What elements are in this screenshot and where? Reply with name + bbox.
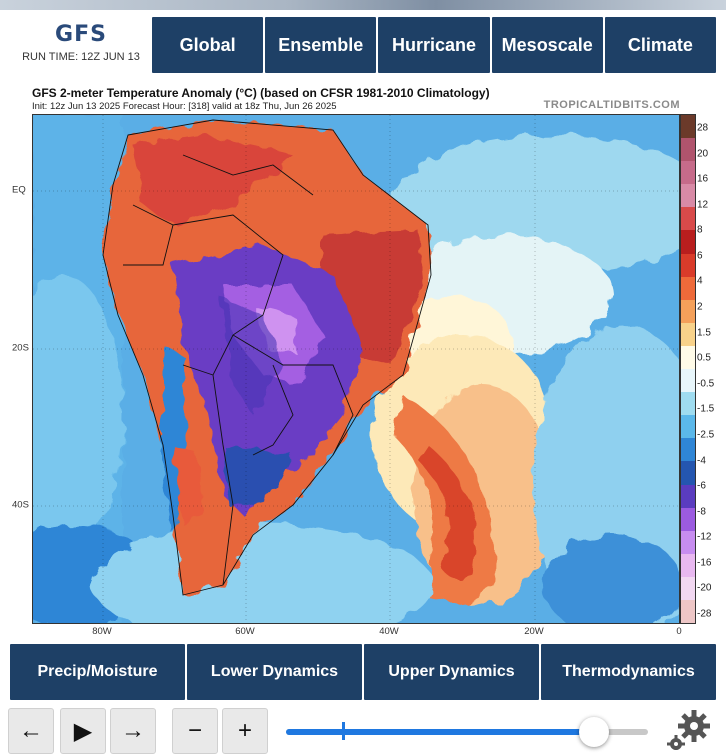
play-button[interactable]: ▶ [60,708,106,754]
colorbar-label: 12 [697,199,709,211]
nav-mesoscale[interactable]: Mesoscale [491,17,603,73]
colorbar-swatch [681,115,695,139]
temperature-anomaly-map[interactable] [32,114,680,624]
colorbar-label: 4 [697,275,703,287]
colorbar-label: -12 [697,531,712,543]
lon-label-20w: 20W [524,626,544,637]
colorbar-swatch [681,576,695,600]
colorbar-label: -1.5 [697,403,715,415]
colorbar-label: 20 [697,148,709,160]
timeline-slider-thumb[interactable] [578,717,609,747]
colorbar-swatch [681,484,695,508]
colorbar-label: -20 [697,582,712,594]
timeline-init-marker [342,722,345,740]
colorbar-swatch [681,161,695,185]
next-frame-button[interactable]: → [110,708,156,754]
colorbar-swatch [681,392,695,416]
colorbar-label: -8 [697,506,706,518]
nav-global[interactable]: Global [152,17,264,73]
map-title: GFS 2-meter Temperature Anomaly (°C) (ba… [32,86,490,100]
lat-label-eq: EQ [12,184,26,196]
lon-label-40w: 40W [379,626,399,637]
colorbar-swatch [681,461,695,485]
colorbar [680,114,696,624]
gfs-logo[interactable]: GFS RUN TIME: 12Z JUN 13 [18,22,144,63]
colorbar-swatch [681,322,695,346]
colorbar-label: 2 [697,301,703,313]
lon-label-0: 0 [676,626,682,637]
lon-label-60w: 60W [235,626,255,637]
playback-controls: ← ▶ → − + [0,704,726,754]
lat-label-40s: 40S [12,499,29,511]
arrow-left-icon: ← [19,717,43,744]
nav-thermodynamics[interactable]: Thermodynamics [541,644,716,700]
nav-upper-dynamics[interactable]: Upper Dynamics [364,644,539,700]
colorbar-swatch [681,253,695,277]
colorbar-label: -2.5 [697,429,715,441]
nav-hurricane[interactable]: Hurricane [378,17,490,73]
colorbar-labels: 28 20 16 12 8 6 4 2 1.5 0.5 -0.5 -1.5 -2.5 -4 -6 -8 -12 -… [697,114,725,622]
nav-lower-dynamics[interactable]: Lower Dynamics [187,644,362,700]
minus-icon: − [187,717,202,744]
colorbar-swatch [681,438,695,462]
top-banner-strip [0,0,726,10]
lat-label-20s: 20S [12,342,29,354]
zoom-in-button[interactable]: + [222,708,268,754]
plus-icon: + [237,717,252,744]
colorbar-label: -16 [697,557,712,569]
nav-precip-moisture[interactable]: Precip/Moisture [10,644,185,700]
colorbar-swatch [681,345,695,370]
colorbar-swatch [681,207,695,231]
colorbar-swatch [681,553,695,577]
colorbar-swatch [681,507,695,531]
prev-frame-button[interactable]: ← [8,708,54,754]
colorbar-swatch [681,276,695,300]
colorbar-label: 0.5 [697,352,711,364]
gear-icon[interactable] [664,706,714,750]
colorbar-swatch [681,299,695,323]
colorbar-label: 6 [697,250,703,262]
play-icon: ▶ [73,717,93,745]
top-nav: Global Ensemble Hurricane Mesoscale Clim… [152,17,717,73]
zoom-out-button[interactable]: − [172,708,218,754]
colorbar-swatch [681,530,695,554]
colorbar-swatch [681,230,695,254]
colorbar-swatch [681,369,695,393]
colorbar-swatch [681,415,695,439]
nav-climate[interactable]: Climate [604,17,717,73]
run-time: RUN TIME: 12Z JUN 13 [22,51,140,63]
colorbar-label: -6 [697,480,706,492]
arrow-right-icon: → [121,717,145,744]
site-watermark: TROPICALTIDBITS.COM [543,99,680,111]
colorbar-label: 16 [697,173,709,185]
colorbar-label: 28 [697,122,709,134]
colorbar-label: -0.5 [697,378,715,390]
map-graphic [33,115,679,623]
colorbar-swatch [681,138,695,162]
colorbar-swatch [681,184,695,208]
nav-ensemble[interactable]: Ensemble [265,17,377,73]
colorbar-label: 8 [697,224,703,236]
map-init-line: Init: 12z Jun 13 2025 Forecast Hour: [31… [32,101,337,112]
lon-label-80w: 80W [92,626,112,637]
colorbar-swatch [681,599,695,624]
colorbar-label: -28 [697,608,712,620]
model-name: GFS [55,22,107,47]
colorbar-label: -4 [697,455,706,467]
timeline-slider-fill [286,729,594,735]
colorbar-label: 1.5 [697,327,711,339]
bottom-nav: Precip/Moisture Lower Dynamics Upper Dyn… [10,644,716,700]
